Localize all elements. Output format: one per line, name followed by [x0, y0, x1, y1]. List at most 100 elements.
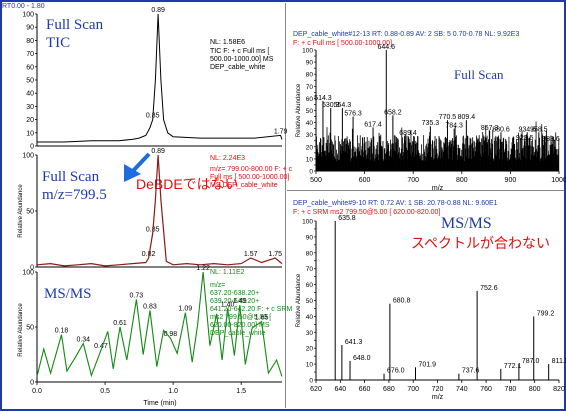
peak-label-top: 983.6 [542, 136, 560, 143]
spectrum-xtick-label-bottom: 760 [480, 386, 492, 393]
peak-label-msms: 1.65 [255, 315, 269, 322]
left-ytick-label-msms: 100 [22, 270, 34, 277]
left-ytick-label-msms: 0 [30, 380, 34, 387]
peak-label-msms: 0.98 [164, 331, 178, 338]
xic-label-2: m/z=799.5 [42, 187, 107, 203]
spectrum-xtick-label-top: 700 [407, 177, 419, 184]
peak-label-tic: 0.89 [151, 7, 165, 14]
spectrum-ylabel-top: Relative Abundance [296, 83, 302, 137]
spectrum-ytick-label-bottom: 90 [306, 234, 314, 241]
left-ytick-label-tic: 10 [26, 130, 34, 137]
peak-label-xic: 0.89 [151, 148, 165, 155]
left-ytick-label-tic: 60 [26, 64, 34, 71]
xic-info-0: NL: 2.24E3 [210, 155, 246, 162]
spectrum-ytick-label-top: 90 [306, 60, 314, 67]
peak-label-msms: 0.47 [94, 343, 108, 350]
peak-label-top: 934.6 [518, 126, 536, 133]
spectrum-xtick-label-top: 900 [505, 177, 517, 184]
left-xtick-label: 1.5 [236, 388, 246, 395]
spectrum-ytick-label-bottom: 70 [306, 266, 314, 273]
left-ytick-label-xic: 50 [26, 209, 34, 216]
spectrum-ytick-label-top: 100 [302, 48, 313, 55]
msms-info-0: NL: 1.11E2 [210, 269, 245, 276]
xic-info-1: m/z= 799.00-800.00 F: + c [210, 166, 293, 173]
peak-label-tic: 1.79 [274, 128, 288, 135]
left-ytick-label-tic: 90 [26, 25, 34, 32]
tic-label-2: TIC [46, 35, 71, 51]
msms-info-1: m/z= [210, 282, 226, 289]
left-ytick-label-tic: 0 [30, 144, 34, 151]
peak-label-bottom: 641.3 [345, 339, 363, 346]
msms-info-7: DEP_cable_white [210, 330, 266, 337]
peak-label-xic: 1.57 [244, 251, 258, 258]
right-pane [288, 3, 563, 408]
peak-label-bottom: 680.8 [393, 298, 411, 305]
spectrum-ytick-label-top: 70 [306, 84, 314, 91]
spectrum-ytick-label-bottom: 10 [306, 362, 314, 369]
tic-info-1: TIC F: + c Full ms [ [210, 48, 270, 55]
spectrum-xtick-label-bottom: 620 [310, 386, 322, 393]
peak-label-bottom: 701.9 [419, 361, 437, 368]
spectrum-ytick-label-top: 80 [306, 72, 314, 79]
tic-info-2: 500.00-1000.00] MS [210, 56, 274, 63]
xic-info-2: Full ms [ 500.00-1000.00] [210, 174, 290, 181]
peak-label-msms: 0.83 [143, 304, 157, 311]
peak-label-top: 880.6 [492, 126, 510, 133]
spectrum-xtick-label-top: 800 [456, 177, 468, 184]
peak-label-top: 929.5 [516, 135, 534, 142]
spectrum-ytick-label-top: 50 [306, 108, 314, 115]
spectrum-xlabel-bottom: m/z [432, 394, 444, 401]
spectrum-ytick-label-top: 40 [306, 120, 314, 127]
left-ytick-label-tic: 20 [26, 117, 34, 124]
spectrum-ylabel-bottom: Relative Abundance [296, 273, 302, 327]
left-xtick-label: 1.0 [168, 388, 178, 395]
msms-info-4: 641.20-642.20 F: + c SRM [210, 306, 293, 313]
spectrum-xlabel-top: m/z [432, 185, 444, 192]
peak-label-top: 809.4 [458, 114, 476, 121]
left-ytick-label-msms: 50 [26, 325, 34, 332]
peak-label-top: 735.3 [422, 120, 440, 127]
spectrum-ytick-label-top: 30 [306, 132, 314, 139]
xic-annotation: DeBDEではない [136, 176, 239, 192]
peak-label-top: 644.6 [378, 44, 396, 51]
xic-info-3: MS DEP_cable_white [210, 182, 278, 189]
peak-label-bottom: 635.8 [338, 215, 356, 222]
spectrum-ytick-label-top: 60 [306, 96, 314, 103]
left-ytick-label-tic: 40 [26, 91, 34, 98]
peak-label-msms: 1.40 [221, 301, 235, 308]
spectrum-ytick-label-bottom: 30 [306, 330, 314, 337]
peak-label-bottom: 737.6 [462, 368, 480, 375]
spectrum-ytick-label-bottom: 100 [302, 219, 313, 226]
tic-info-3: DEP_cable_white [210, 64, 266, 71]
peak-label-top: 770.5 [439, 114, 457, 121]
peak-label-msms: 1.09 [179, 306, 193, 313]
spectrum-ytick-label-bottom: 0 [309, 378, 313, 385]
peak-label-bottom: 787.0 [522, 358, 540, 365]
bottom-spectrum-label: MS/MS [441, 215, 492, 232]
peak-label-bottom: 676.0 [387, 368, 405, 375]
peak-label-msms: 0.18 [55, 328, 69, 335]
spectrum-xtick-label-bottom: 680 [383, 386, 395, 393]
tic-trace [37, 13, 283, 143]
peak-label-top: 530.3 [322, 102, 340, 109]
left-ytick-label-tic: 50 [26, 78, 34, 85]
left-xlabel: Time (min) [143, 400, 176, 407]
peak-label-top: 554.3 [334, 102, 352, 109]
peak-label-top: 514.3 [314, 95, 332, 102]
spectrum-xtick-label-bottom: 780 [505, 386, 517, 393]
spectrum-ytick-label-bottom: 50 [306, 298, 314, 305]
left-ytick-label-tic: 70 [26, 51, 34, 58]
left-pane [3, 3, 286, 408]
peak-label-top: 658.2 [384, 109, 402, 116]
spectrum-xtick-label-bottom: 740 [456, 386, 468, 393]
xic-label-1: Full Scan [42, 169, 100, 185]
arrow-shaft [130, 152, 151, 174]
peak-label-top: 576.3 [344, 111, 362, 118]
peak-label-xic: 1.75 [268, 251, 282, 258]
spectrum-xtick-label-top: 600 [359, 177, 371, 184]
arrow-head [124, 164, 141, 182]
msms-info-2: 637.20-638.20+ [210, 290, 260, 297]
